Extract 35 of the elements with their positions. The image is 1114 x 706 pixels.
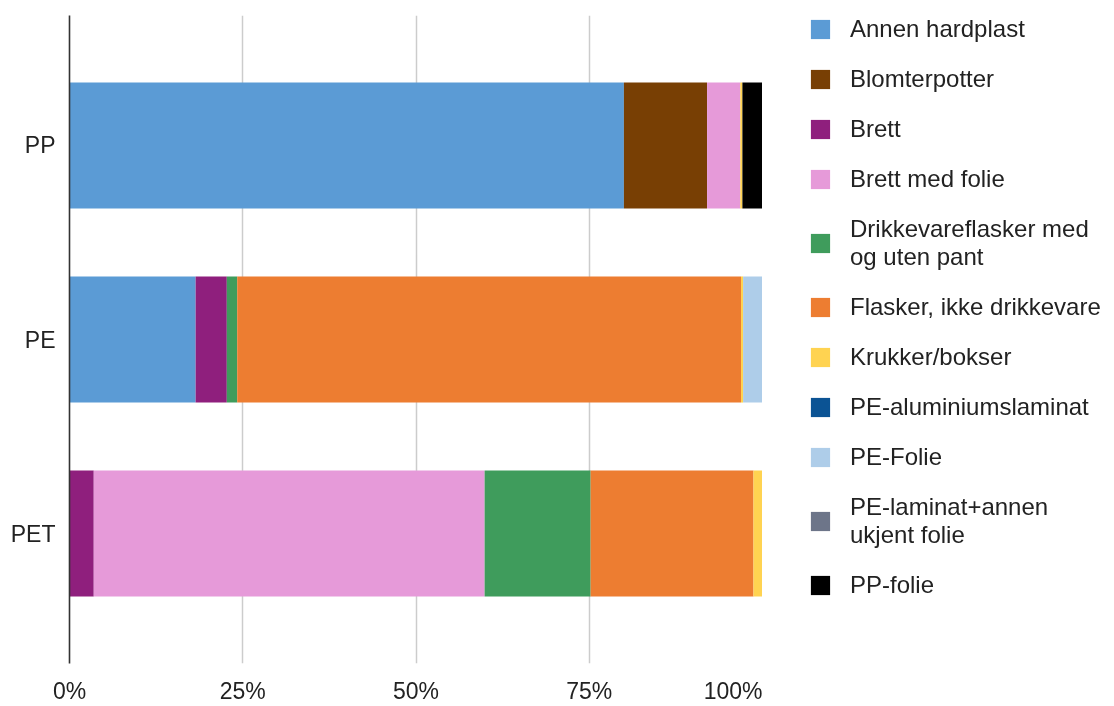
bar [707, 82, 741, 209]
bar [237, 276, 742, 403]
legend-label: PE-Folie [850, 443, 943, 471]
bar [623, 82, 708, 209]
bar [590, 470, 754, 597]
bar [69, 470, 94, 597]
bar [484, 470, 591, 597]
bar [740, 82, 743, 209]
bar [69, 276, 196, 403]
bar [753, 470, 762, 597]
legend-label: PE-aluminiumslaminat [850, 393, 1089, 421]
y-tick-label: PET [10, 520, 56, 547]
bar [743, 276, 762, 403]
bar [742, 82, 762, 209]
legend-label: Blomterpotter [850, 65, 995, 93]
legend-label: Brett [850, 115, 901, 143]
legend-label: Krukker/bokser [850, 343, 1012, 371]
bar [93, 470, 485, 597]
legend-label: Flasker, ikke drikkevare [850, 293, 1101, 321]
x-tick-label: 50% [392, 677, 440, 704]
x-tick-label: 25% [219, 677, 266, 704]
legend-label: Annen hardplast [850, 15, 1025, 43]
bar [195, 276, 227, 403]
bar [69, 82, 624, 209]
y-tick-label: PP [24, 132, 56, 159]
legend-label: PP-folie [850, 571, 935, 599]
bar [226, 276, 238, 403]
x-tick-label: 100% [703, 677, 763, 704]
legend-label: PE-laminat+annen ukjent folie [850, 493, 1049, 549]
y-tick-label: PE [24, 326, 56, 353]
legend-label: Brett med folie [850, 165, 1005, 193]
bar [741, 276, 744, 403]
x-tick-label: 0% [52, 677, 87, 704]
x-tick-label: 75% [566, 677, 613, 704]
legend-label: Drikkevareflasker med og uten pant [850, 215, 1089, 271]
